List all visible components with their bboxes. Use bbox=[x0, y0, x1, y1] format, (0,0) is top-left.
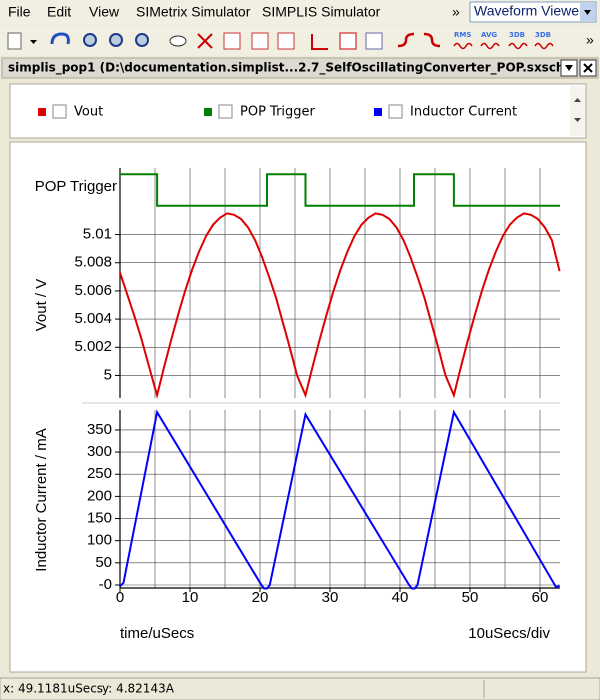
x-tick-label: 10 bbox=[182, 589, 199, 606]
y-tick-label: 250 bbox=[87, 465, 112, 482]
legend-scrollbar[interactable] bbox=[570, 86, 585, 136]
zoom-in-icon[interactable] bbox=[83, 33, 97, 47]
toolbar-label[interactable]: 3DB bbox=[509, 31, 525, 39]
cursor-icon[interactable] bbox=[397, 32, 415, 48]
window-selector-text: Waveform Viewer bbox=[474, 3, 584, 19]
legend-panel bbox=[9, 83, 587, 139]
grid-icon[interactable] bbox=[339, 32, 357, 50]
legend-checkbox[interactable] bbox=[218, 104, 233, 119]
y-tick-label: 5.004 bbox=[74, 310, 112, 327]
x-tick-label: 30 bbox=[322, 589, 339, 606]
x-axis-label: time/uSecs bbox=[120, 625, 194, 642]
y-tick-label: 5.008 bbox=[74, 254, 112, 271]
delete-icon[interactable] bbox=[197, 33, 213, 49]
view-icon[interactable] bbox=[169, 35, 187, 47]
legend-swatch bbox=[374, 108, 382, 116]
new-icon[interactable] bbox=[7, 32, 22, 50]
new-dropdown[interactable] bbox=[30, 40, 37, 44]
status-x: x: 49.1181uSecs bbox=[3, 682, 103, 696]
series-line bbox=[119, 212, 561, 399]
dropdown-arrow bbox=[584, 10, 591, 15]
y-tick-label: -0 bbox=[99, 576, 112, 593]
menu-overflow[interactable]: » bbox=[452, 4, 460, 20]
y-tick-label: 50 bbox=[95, 554, 112, 571]
toolbar-background bbox=[0, 26, 600, 56]
y-tick-label: 200 bbox=[87, 487, 112, 504]
chart-panel: POP Trigger bbox=[35, 168, 560, 212]
legend-swatch bbox=[204, 108, 212, 116]
series-line bbox=[119, 409, 560, 590]
chart-panel: 5 5.002 5.004 5.006 5.008 5.01 Vout / V bbox=[33, 212, 561, 399]
menu-item[interactable]: SIMetrix Simulator bbox=[136, 4, 251, 20]
plots: 5 5.002 5.004 5.006 5.008 5.01 Vout / V POP Tri… bbox=[33, 168, 561, 642]
x-tick-label: 60 bbox=[532, 589, 549, 606]
undo-icon[interactable] bbox=[50, 32, 70, 45]
grid-icon[interactable] bbox=[365, 32, 383, 50]
x-scale-label: 10uSecs/div bbox=[468, 625, 550, 642]
legend-checkbox[interactable] bbox=[52, 104, 67, 119]
graph-icon[interactable] bbox=[223, 32, 241, 50]
series-line bbox=[120, 173, 560, 207]
y-axis-label: Inductor Current / mA bbox=[33, 428, 50, 571]
zoom-out-icon[interactable] bbox=[135, 33, 149, 47]
y-axis-label: Vout / V bbox=[33, 279, 50, 332]
window-selector[interactable] bbox=[469, 1, 597, 23]
window-menu-arrow bbox=[565, 65, 573, 71]
toolbar-label[interactable]: RMS bbox=[454, 31, 471, 39]
x-tick-label: 20 bbox=[252, 589, 269, 606]
y-tick-label: 300 bbox=[87, 443, 112, 460]
toolbar-label[interactable]: 3DB bbox=[535, 31, 551, 39]
y-tick-label: 350 bbox=[87, 421, 112, 438]
plot-area bbox=[9, 141, 587, 673]
legend-label: Vout bbox=[74, 105, 103, 120]
status-y: y: 4.82143A bbox=[102, 682, 175, 696]
chart-panel: -0 50 100 150 200 250 300 350 0 10 20 30 40 50 60 Induc… bbox=[33, 409, 560, 642]
toolbar-wave bbox=[453, 42, 554, 50]
graph-icon[interactable] bbox=[277, 32, 295, 50]
status-bar bbox=[0, 677, 600, 700]
x-tick-label: 40 bbox=[392, 589, 409, 606]
cursor-icon[interactable] bbox=[423, 32, 441, 48]
toolbar-label[interactable]: AVG bbox=[481, 31, 497, 39]
x-tick-label: 50 bbox=[462, 589, 479, 606]
y-tick-label: 5 bbox=[104, 366, 112, 383]
graph-icon[interactable] bbox=[251, 32, 269, 50]
toolbar-overflow[interactable]: » bbox=[586, 32, 594, 48]
menu-item[interactable]: Edit bbox=[47, 4, 71, 20]
legend: Vout POP Trigger Inductor Current bbox=[38, 104, 517, 120]
y-tick-label: 150 bbox=[87, 510, 112, 527]
y-tick-label: 100 bbox=[87, 532, 112, 549]
axis-icon[interactable] bbox=[311, 34, 328, 50]
y-tick-label: 5.002 bbox=[74, 338, 112, 355]
window-title: simplis_pop1 (D:\documentation.simplist.… bbox=[8, 61, 570, 76]
x-tick-label: 0 bbox=[116, 589, 124, 606]
toolbar: RMS AVG 3DB 3DB » bbox=[0, 26, 600, 56]
zoom-fit-icon[interactable] bbox=[109, 33, 123, 47]
title-bar bbox=[1, 57, 599, 79]
legend-checkbox[interactable] bbox=[388, 104, 403, 119]
legend-label: Inductor Current bbox=[410, 105, 517, 120]
legend-label: POP Trigger bbox=[240, 105, 316, 120]
menu-item[interactable]: File bbox=[8, 4, 31, 20]
y-tick-label: 5.01 bbox=[83, 226, 112, 243]
menu-item[interactable]: SIMPLIS Simulator bbox=[262, 4, 381, 20]
legend-swatch bbox=[38, 108, 46, 116]
close-icon bbox=[583, 63, 593, 73]
menu-item[interactable]: View bbox=[89, 4, 120, 20]
y-tick-label: 5.006 bbox=[74, 282, 112, 299]
y-axis-label: POP Trigger bbox=[35, 178, 117, 195]
